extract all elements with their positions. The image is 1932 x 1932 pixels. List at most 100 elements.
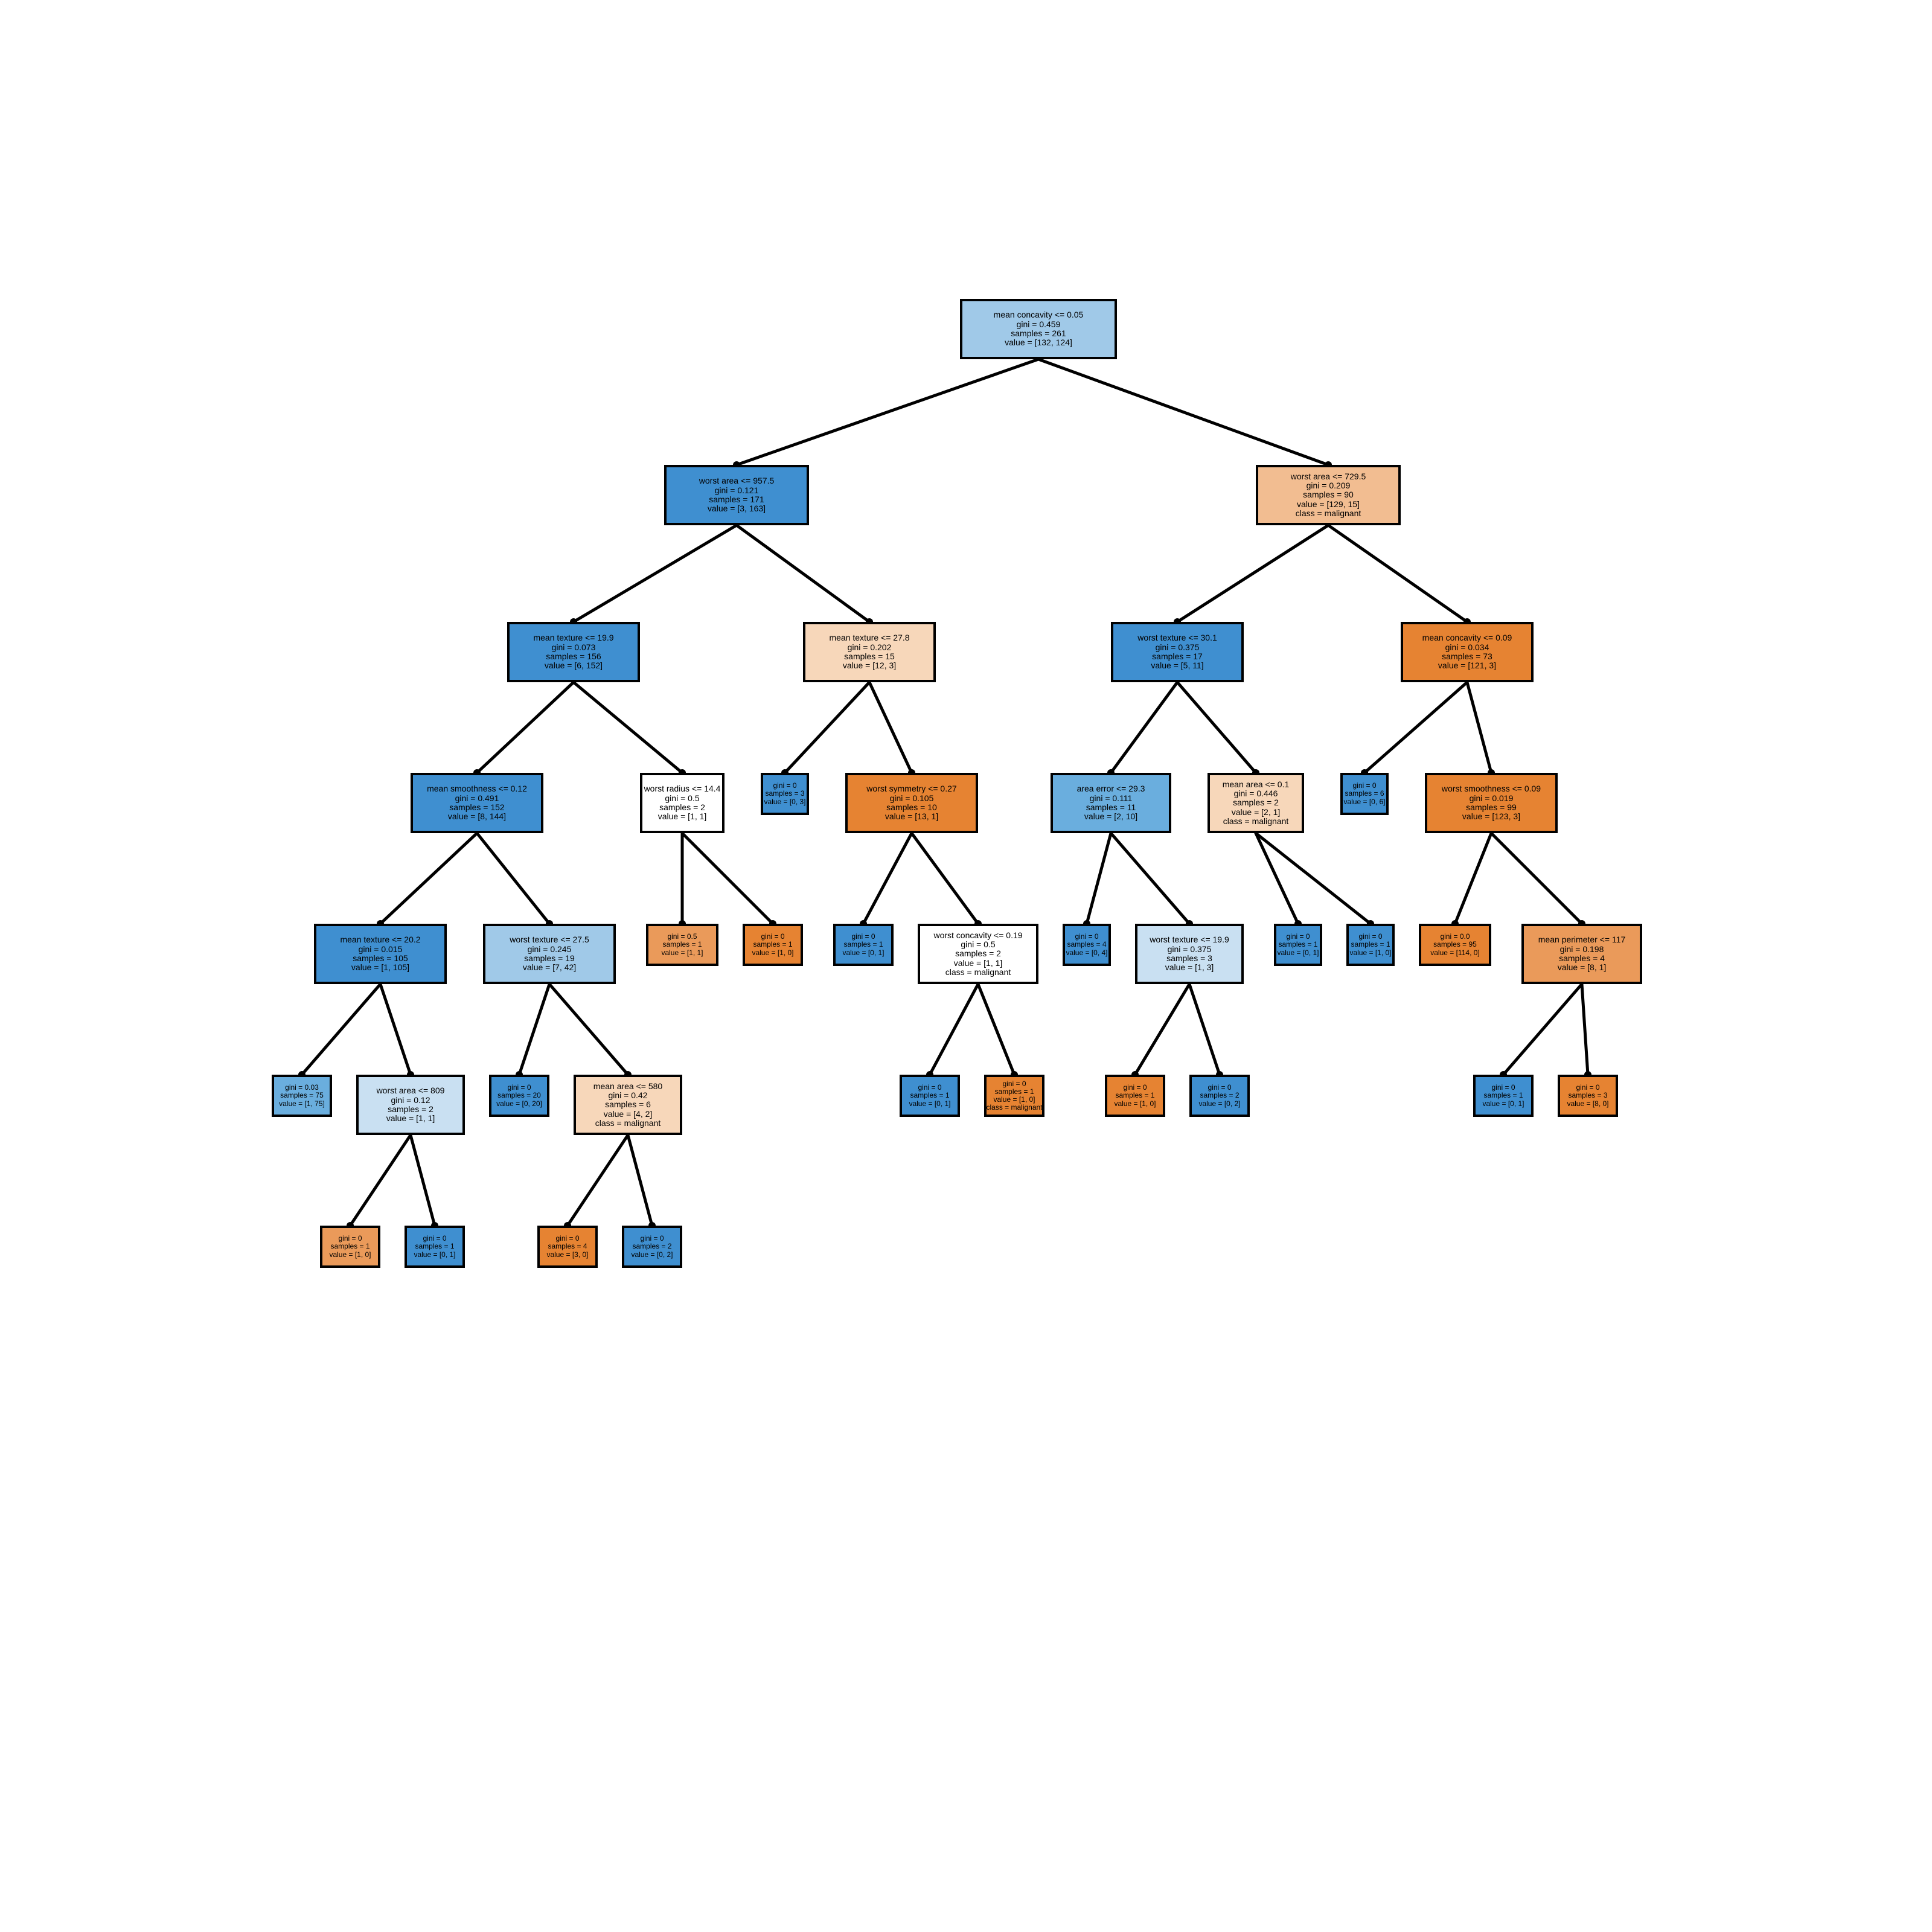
node-line: gini = 0.12 — [391, 1096, 430, 1105]
node-line: gini = 0.446 — [1234, 789, 1278, 798]
node-line: value = [129, 15] — [1297, 500, 1360, 509]
tree-node-RRR: worst smoothness <= 0.09gini = 0.019samp… — [1425, 773, 1558, 833]
node-line: value = [0, 1] — [1482, 1100, 1524, 1108]
node-line: samples = 1 — [1278, 941, 1317, 948]
node-line: gini = 0.198 — [1560, 945, 1604, 954]
tree-node-d6f: gini = 0samples = 1value = [1, 0]class =… — [984, 1075, 1044, 1117]
tree-node-root: mean concavity <= 0.05gini = 0.459sample… — [960, 299, 1117, 359]
node-line: samples = 2 — [659, 803, 705, 812]
node-line: samples = 1 — [662, 941, 702, 948]
node-line: gini = 0.5 — [665, 794, 699, 803]
node-line: gini = 0.375 — [1156, 643, 1200, 652]
tree-node-d6i: gini = 0samples = 1value = [0, 1] — [1473, 1075, 1534, 1117]
tree-edge — [1256, 833, 1298, 924]
node-line: samples = 2 — [1233, 798, 1279, 807]
node-line: samples = 3 — [1166, 954, 1212, 963]
node-line: value = [1, 0] — [1114, 1100, 1156, 1108]
node-line: value = [2, 10] — [1084, 812, 1137, 821]
node-line: value = [1, 3] — [1165, 963, 1214, 972]
node-line: samples = 6 — [1345, 790, 1384, 798]
node-line: samples = 17 — [1152, 652, 1203, 661]
node-line: mean concavity <= 0.05 — [994, 310, 1084, 319]
node-line: worst symmetry <= 0.27 — [866, 784, 956, 793]
tree-edge — [930, 984, 978, 1075]
tree-node-LRRL: gini = 0samples = 1value = [0, 1] — [833, 924, 894, 966]
tree-edge — [519, 984, 549, 1075]
tree-node-RLLR: worst texture <= 19.9gini = 0.375samples… — [1135, 924, 1244, 984]
tree-edge — [1364, 682, 1467, 773]
tree-edge — [380, 984, 411, 1075]
node-line: samples = 4 — [1559, 954, 1605, 963]
tree-node-LR: mean texture <= 27.8gini = 0.202samples … — [803, 622, 936, 682]
node-line: value = [1, 0] — [752, 949, 793, 957]
node-line: samples = 1 — [1483, 1092, 1523, 1099]
tree-edge — [978, 984, 1014, 1075]
tree-node-L: worst area <= 957.5gini = 0.121samples =… — [664, 465, 809, 525]
node-line: class = malignant — [595, 1119, 661, 1128]
node-line: samples = 1 — [843, 941, 883, 948]
node-line: value = [0, 2] — [1198, 1100, 1240, 1108]
node-line: value = [123, 3] — [1462, 812, 1520, 821]
node-line: class = malignant — [986, 1104, 1042, 1112]
decision-tree-canvas: mean concavity <= 0.05gini = 0.459sample… — [0, 0, 1932, 1932]
node-line: samples = 90 — [1303, 490, 1354, 499]
tree-node-LLL: mean smoothness <= 0.12gini = 0.491sampl… — [411, 773, 543, 833]
node-line: gini = 0.019 — [1470, 794, 1514, 803]
tree-node-d6g: gini = 0samples = 1value = [1, 0] — [1105, 1075, 1165, 1117]
tree-edge — [1189, 984, 1220, 1075]
tree-node-RLLL: gini = 0samples = 4value = [0, 4] — [1063, 924, 1111, 966]
node-line: samples = 3 — [1568, 1092, 1607, 1099]
tree-edge — [1111, 682, 1177, 773]
node-line: value = [6, 152] — [545, 661, 603, 670]
node-line: mean texture <= 19.9 — [533, 633, 613, 642]
tree-edge — [682, 833, 773, 924]
node-line: value = [1, 75] — [279, 1100, 325, 1108]
node-line: mean perimeter <= 117 — [1538, 935, 1626, 944]
tree-node-RRRR: mean perimeter <= 117gini = 0.198samples… — [1521, 924, 1642, 984]
node-line: samples = 3 — [765, 790, 804, 798]
node-line: worst concavity <= 0.19 — [933, 931, 1022, 940]
node-line: gini = 0.034 — [1445, 643, 1489, 652]
node-line: gini = 0.121 — [715, 486, 759, 495]
node-line: samples = 1 — [1115, 1092, 1154, 1099]
tree-node-d7a: gini = 0samples = 1value = [1, 0] — [320, 1226, 380, 1268]
node-line: mean smoothness <= 0.12 — [427, 784, 527, 793]
node-line: value = [1, 1] — [661, 949, 703, 957]
node-line: worst texture <= 27.5 — [510, 935, 589, 944]
tree-node-d6e: gini = 0samples = 1value = [0, 1] — [900, 1075, 960, 1117]
node-line: samples = 73 — [1442, 652, 1492, 661]
node-line: value = [8, 0] — [1567, 1100, 1608, 1108]
node-line: samples = 1 — [753, 941, 792, 948]
node-line: area error <= 29.3 — [1077, 784, 1145, 793]
node-line: samples = 2 — [1200, 1092, 1239, 1099]
tree-node-RLL: area error <= 29.3gini = 0.111samples = … — [1051, 773, 1171, 833]
node-line: gini = 0.5 — [961, 940, 995, 949]
tree-edge — [1455, 833, 1491, 924]
node-line: worst radius <= 14.4 — [644, 784, 721, 793]
tree-node-LLRL: gini = 0.5samples = 1value = [1, 1] — [646, 924, 718, 966]
tree-node-LLLR: worst texture <= 27.5gini = 0.245samples… — [483, 924, 616, 984]
node-line: worst smoothness <= 0.09 — [1442, 784, 1541, 793]
node-line: mean area <= 580 — [593, 1082, 662, 1091]
node-line: value = [8, 144] — [448, 812, 506, 821]
node-line: value = [0, 20] — [496, 1100, 542, 1108]
tree-edge — [549, 984, 628, 1075]
node-line: value = [0, 1] — [842, 949, 884, 957]
tree-node-d6h: gini = 0samples = 2value = [0, 2] — [1189, 1075, 1250, 1117]
node-line: gini = 0.375 — [1168, 945, 1212, 954]
tree-edge — [1491, 833, 1582, 924]
tree-node-d6c: gini = 0samples = 20value = [0, 20] — [489, 1075, 549, 1117]
tree-edge — [302, 984, 380, 1075]
node-line: worst area <= 729.5 — [1291, 472, 1366, 481]
node-line: mean area <= 0.1 — [1223, 780, 1290, 789]
node-line: gini = 0.105 — [890, 794, 934, 803]
node-line: samples = 1 — [1351, 941, 1390, 948]
node-line: value = [1, 1] — [386, 1114, 435, 1123]
node-line: samples = 15 — [844, 652, 895, 661]
tree-node-RLR: mean area <= 0.1gini = 0.446samples = 2v… — [1208, 773, 1304, 833]
node-line: value = [4, 2] — [604, 1110, 653, 1119]
tree-edge — [1177, 682, 1256, 773]
tree-node-d6a: gini = 0.03samples = 75value = [1, 75] — [272, 1075, 332, 1117]
node-line: mean texture <= 20.2 — [340, 935, 420, 944]
node-line: samples = 20 — [497, 1092, 541, 1099]
